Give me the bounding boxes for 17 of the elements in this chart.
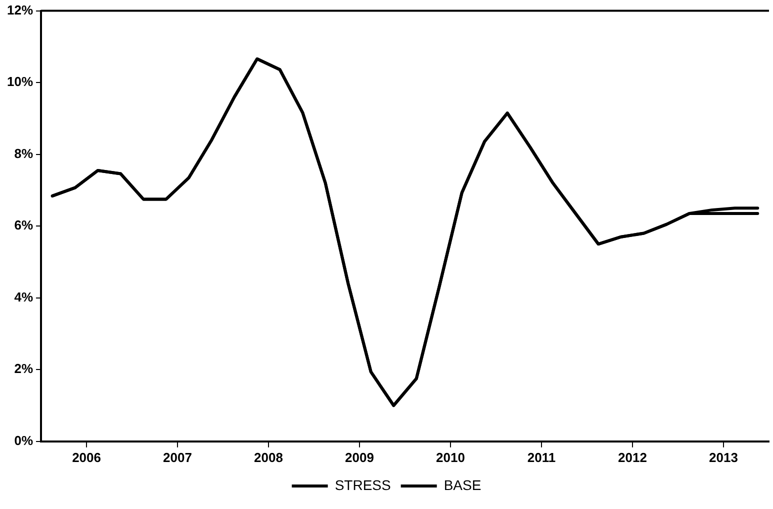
y-tick-label: 10% xyxy=(6,74,34,90)
legend-label: STRESS xyxy=(334,476,391,493)
x-tick-label: 2007 xyxy=(163,450,192,465)
x-tick-label: 2009 xyxy=(345,450,374,465)
x-tick-label: 2008 xyxy=(254,450,283,465)
x-tick-label: 2010 xyxy=(436,450,465,465)
x-tick-label: 2013 xyxy=(709,450,738,465)
y-tick-label: 6% xyxy=(14,218,34,233)
x-tick-label: 2006 xyxy=(72,450,101,465)
y-tick-label: 12% xyxy=(6,2,34,18)
y-tick-label: 4% xyxy=(14,289,34,304)
y-tick-label: 8% xyxy=(14,146,34,161)
x-tick-label: 2011 xyxy=(527,450,556,465)
legend-label: BASE xyxy=(444,476,482,493)
y-tick-label: 0% xyxy=(14,432,34,448)
y-tick-label: 2% xyxy=(14,361,34,376)
x-tick-label: 2012 xyxy=(618,450,647,465)
